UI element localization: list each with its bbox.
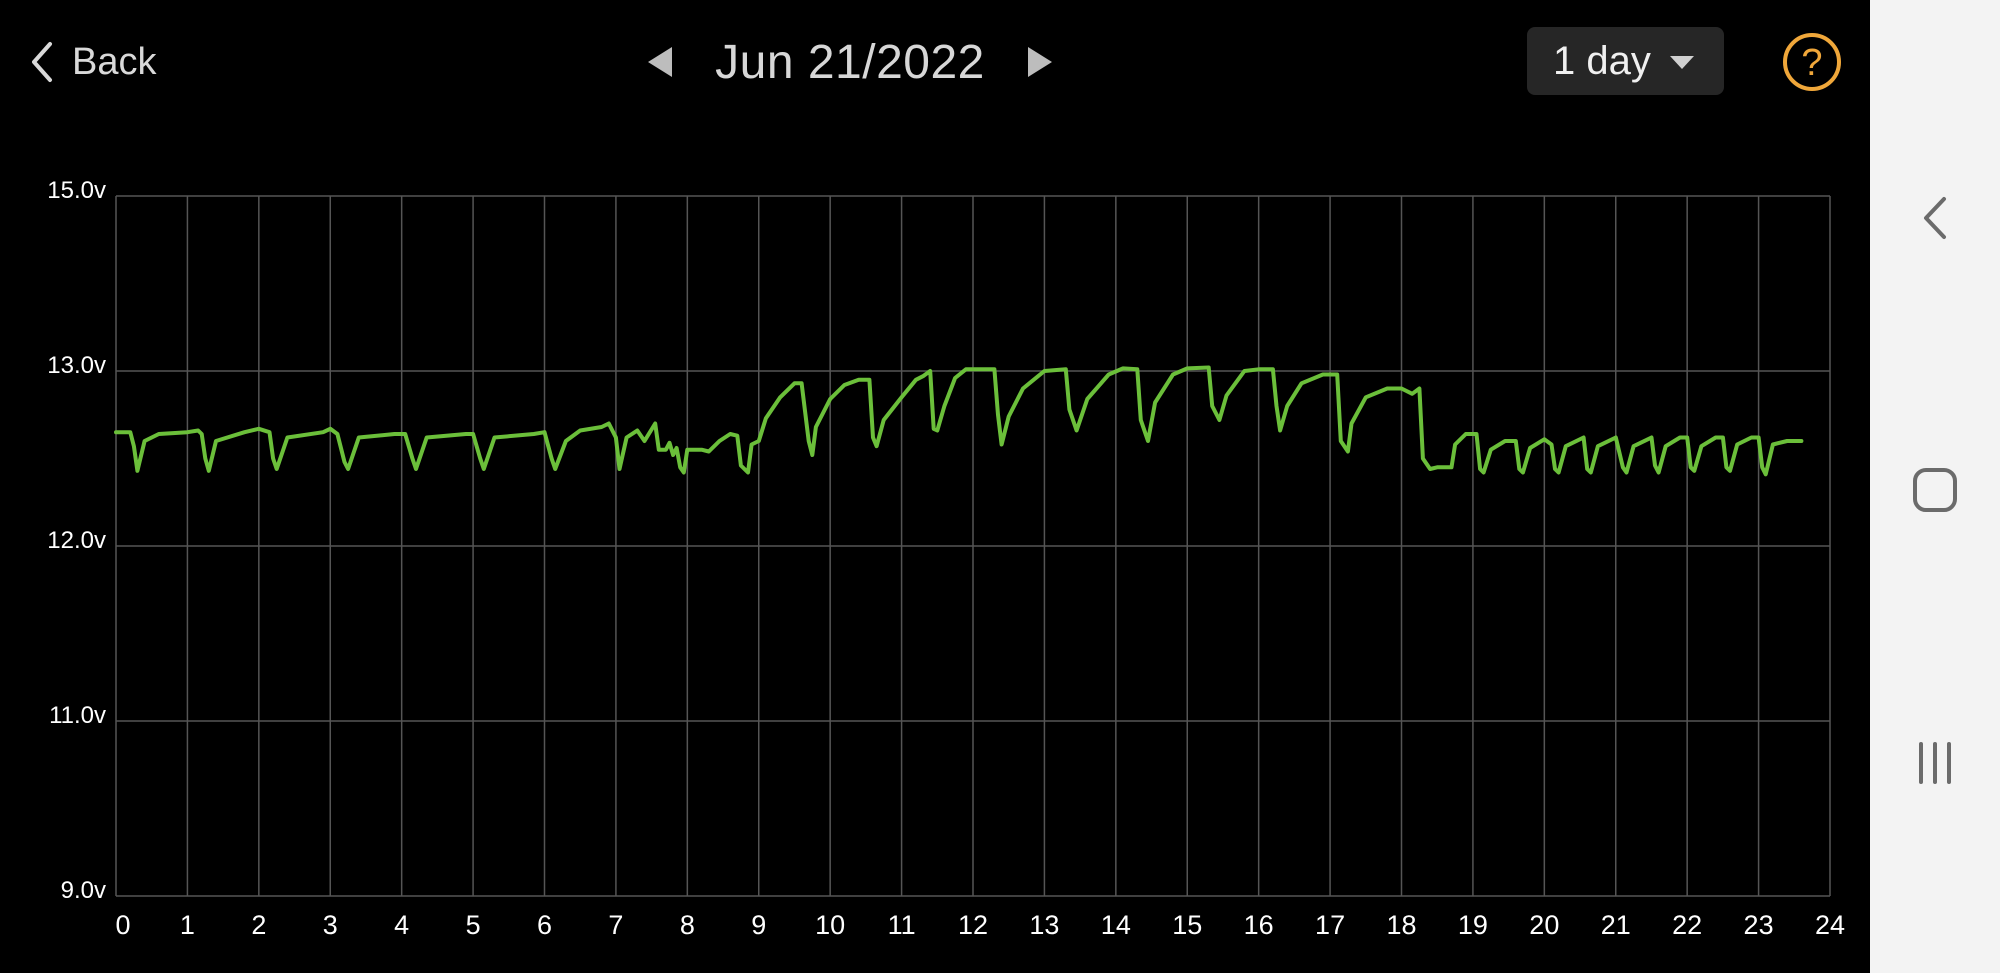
x-tick-label: 6 (537, 910, 552, 940)
x-tick-label: 24 (1815, 910, 1845, 940)
triangle-right-icon (1027, 47, 1052, 77)
x-tick-label: 16 (1244, 910, 1274, 940)
voltage-series-line (114, 365, 1804, 477)
x-tick-label: 3 (323, 910, 338, 940)
y-axis: 9.0v 11.0v 12.0v 13.0v 15.0v (47, 177, 106, 904)
chevron-left-icon (1924, 197, 1946, 239)
time-range-value: 1 day (1553, 38, 1651, 83)
x-tick-label: 7 (608, 910, 623, 940)
time-range-dropdown[interactable]: 1 day (1527, 27, 1724, 95)
x-tick-label: 11 (888, 910, 916, 940)
x-tick-label: 8 (680, 910, 695, 940)
x-tick-label: 21 (1601, 910, 1631, 940)
y-tick-label: 9.0v (61, 877, 106, 904)
x-tick-label: 15 (1172, 910, 1202, 940)
x-tick-label: 2 (251, 910, 266, 940)
question-circle-icon: ? (1783, 33, 1841, 91)
chart-grid (115, 195, 1831, 897)
system-home-button[interactable] (1870, 435, 2000, 545)
svg-text:?: ? (1801, 42, 1822, 84)
x-axis: 0 1 2 3 4 5 6 7 8 9 10 11 12 13 14 15 16 17 18 19 20 21 22 23 24 (115, 910, 1845, 940)
triangle-left-icon (648, 47, 672, 77)
x-tick-label: 20 (1529, 910, 1559, 940)
x-tick-label: 5 (466, 910, 481, 940)
rounded-square-icon (1913, 468, 1957, 512)
date-title: Jun 21/2022 (715, 35, 985, 89)
x-tick-label: 9 (751, 910, 766, 940)
date-navigator: Jun 21/2022 (640, 26, 1060, 98)
y-tick-label: 13.0v (47, 352, 106, 379)
y-tick-label: 12.0v (47, 527, 106, 554)
battery-voltage-screen: Back Jun 21/2022 1 day ? 9.0v 11.0v 12.0v 1… (28, 26, 1846, 940)
caret-down-icon (1670, 56, 1694, 69)
y-tick-label: 11.0v (49, 702, 106, 729)
system-recents-button[interactable] (1870, 708, 2000, 818)
back-label: Back (72, 40, 157, 83)
previous-day-button[interactable] (640, 42, 680, 82)
x-tick-label: 17 (1315, 910, 1345, 940)
help-button[interactable]: ? (1781, 31, 1843, 93)
x-tick-label: 1 (180, 910, 195, 940)
system-navigation-bar (1870, 0, 2000, 973)
x-tick-label: 12 (958, 910, 988, 940)
three-bars-icon (1919, 742, 1951, 784)
x-tick-label: 0 (115, 910, 130, 940)
back-button[interactable]: Back (28, 30, 156, 94)
x-tick-label: 14 (1101, 910, 1131, 940)
x-tick-label: 22 (1672, 910, 1702, 940)
x-tick-label: 19 (1458, 910, 1488, 940)
x-tick-label: 18 (1386, 910, 1416, 940)
x-tick-label: 10 (815, 910, 845, 940)
x-tick-label: 13 (1029, 910, 1059, 940)
system-back-button[interactable] (1870, 163, 2000, 273)
y-tick-label: 15.0v (47, 177, 106, 204)
next-day-button[interactable] (1020, 42, 1060, 82)
chevron-left-icon (32, 42, 52, 82)
x-tick-label: 23 (1744, 910, 1774, 940)
x-tick-label: 4 (394, 910, 409, 940)
